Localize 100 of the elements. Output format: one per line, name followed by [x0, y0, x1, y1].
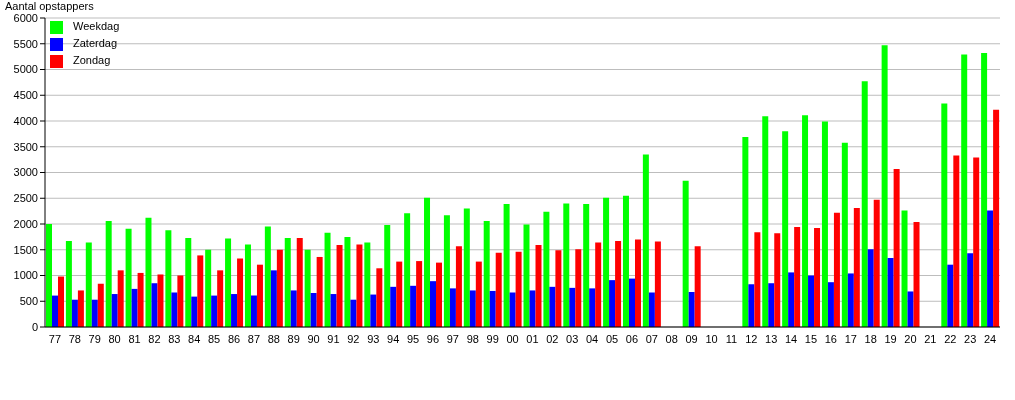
y-tick-label: 4500	[13, 89, 38, 102]
bar	[77, 290, 84, 327]
x-tick-label: 83	[168, 332, 181, 345]
bar	[290, 290, 297, 327]
bar	[583, 203, 590, 327]
bar	[416, 261, 423, 327]
bar	[973, 157, 980, 327]
bar	[85, 242, 92, 327]
x-tick-label: 22	[944, 332, 957, 345]
x-tick-label: 81	[128, 332, 141, 345]
bar	[356, 244, 363, 327]
x-tick-label: 10	[705, 332, 718, 345]
x-tick-label: 80	[108, 332, 121, 345]
x-tick-label: 90	[307, 332, 320, 345]
bar	[947, 264, 954, 327]
x-tick-label: 04	[586, 332, 599, 345]
x-tick-label: 16	[824, 332, 838, 345]
bar	[622, 195, 629, 327]
bar	[867, 249, 874, 327]
bar	[125, 228, 132, 327]
bar	[953, 155, 960, 327]
bar	[509, 292, 516, 327]
bar	[436, 262, 443, 327]
bar	[443, 215, 450, 327]
bar	[893, 168, 900, 327]
bar	[165, 230, 172, 327]
bar	[336, 245, 343, 327]
x-tick-label: 08	[665, 332, 678, 345]
bar	[270, 270, 277, 327]
bar	[324, 232, 331, 327]
bar	[97, 283, 104, 327]
x-tick-label: 92	[347, 332, 360, 345]
x-tick-label: 20	[904, 332, 917, 345]
bar	[296, 237, 303, 327]
x-tick-label: 97	[446, 332, 459, 345]
bar	[424, 197, 431, 327]
bar	[191, 296, 198, 327]
x-tick-label: 19	[884, 332, 897, 345]
bar	[802, 115, 809, 327]
bar	[71, 299, 78, 327]
bar	[881, 45, 888, 327]
bar	[177, 275, 184, 327]
y-tick-label: 6000	[13, 11, 38, 24]
bar	[310, 293, 317, 327]
bar	[237, 258, 244, 327]
bar	[390, 286, 397, 327]
x-tick-label: 79	[88, 332, 101, 345]
bar	[913, 221, 920, 327]
bar	[907, 291, 914, 327]
bar	[873, 199, 880, 327]
bar	[276, 249, 283, 327]
bar	[748, 284, 755, 327]
bar	[827, 282, 834, 327]
bar	[171, 292, 178, 327]
bar	[742, 136, 749, 327]
bar	[961, 54, 968, 327]
bar	[589, 288, 596, 327]
y-tick-label: 3000	[13, 166, 38, 179]
bar	[563, 203, 570, 327]
bar	[575, 249, 582, 327]
x-tick-label: 95	[406, 332, 420, 345]
bar	[91, 299, 98, 327]
x-tick-label: 02	[546, 332, 559, 345]
bar	[52, 295, 58, 327]
bar	[595, 242, 602, 327]
bar	[762, 116, 769, 327]
bar	[137, 272, 144, 327]
bar	[628, 278, 635, 327]
bar	[131, 288, 138, 327]
bar	[603, 197, 610, 327]
x-tick-label: 87	[247, 332, 261, 345]
bar	[648, 292, 655, 327]
legend-label: Zaterdag	[73, 37, 118, 49]
bar	[495, 252, 502, 327]
bar	[987, 210, 994, 327]
bar	[503, 203, 510, 327]
bar	[396, 261, 403, 327]
bar	[515, 251, 522, 327]
bar	[549, 286, 556, 327]
bar	[853, 208, 860, 327]
bar	[887, 257, 894, 327]
bar	[145, 217, 152, 327]
x-tick-label: 12	[745, 332, 758, 345]
bar	[841, 142, 848, 327]
x-tick-label: 91	[327, 332, 340, 345]
x-tick-label: 24	[983, 332, 997, 345]
x-tick-label: 00	[506, 332, 519, 345]
bar	[65, 241, 72, 327]
bar	[157, 274, 164, 327]
bar	[543, 211, 550, 327]
x-tick-label: 18	[864, 332, 877, 345]
bar	[430, 281, 437, 327]
bar	[682, 180, 689, 327]
x-tick-label: 96	[426, 332, 440, 345]
bar	[58, 276, 64, 327]
bar	[483, 220, 490, 327]
y-tick-label: 0	[31, 320, 38, 333]
bar	[304, 249, 311, 327]
y-tick-label: 4000	[13, 114, 38, 127]
bar	[225, 238, 232, 327]
